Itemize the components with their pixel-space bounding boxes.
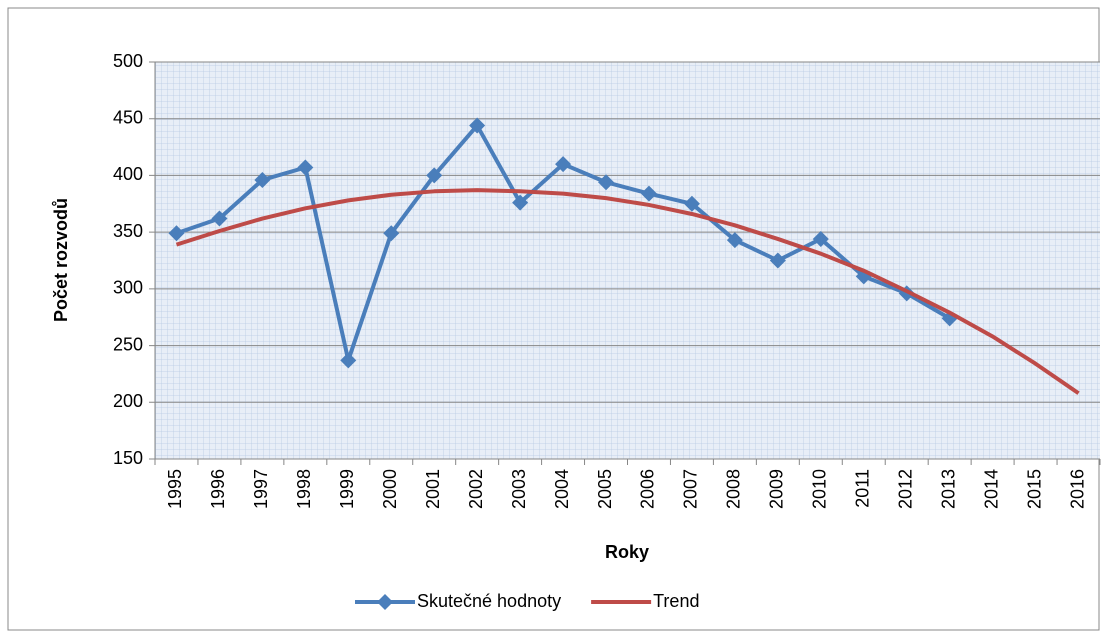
data-point [769, 252, 786, 269]
y-tick-label: 450 [113, 107, 143, 127]
data-point [340, 352, 357, 369]
x-axis-label: Roky [605, 542, 649, 562]
data-point [512, 194, 529, 211]
y-axis-label: Počet rozvodů [51, 198, 71, 322]
y-tick-label: 150 [113, 448, 143, 468]
data-point [598, 174, 615, 191]
x-tick-label: 1999 [337, 469, 357, 509]
x-tick-label: 1996 [208, 469, 228, 509]
x-tick-label: 2003 [509, 469, 529, 509]
y-tick-label: 400 [113, 164, 143, 184]
x-tick-label: 2000 [380, 469, 400, 509]
y-tick-label: 200 [113, 391, 143, 411]
data-point [640, 185, 657, 202]
x-tick-label: 2016 [1067, 469, 1087, 509]
x-tick-label: 2014 [981, 469, 1001, 509]
data-point [297, 159, 314, 176]
x-tick-label: 1998 [294, 469, 314, 509]
data-point [383, 225, 400, 242]
data-point [812, 230, 829, 247]
x-tick-label: 2005 [595, 469, 615, 509]
plot-area [155, 62, 1100, 459]
data-point [469, 117, 486, 134]
legend-label: Skutečné hodnoty [417, 591, 561, 611]
x-tick-label: 2015 [1024, 469, 1044, 509]
x-tick-label: 2013 [938, 469, 958, 509]
x-tick-label: 2007 [681, 469, 701, 509]
y-tick-label: 300 [113, 278, 143, 298]
legend-marker [377, 594, 393, 610]
x-tick-label: 2011 [853, 469, 873, 508]
data-point [254, 171, 271, 188]
x-tick-label: 2004 [552, 469, 572, 509]
x-tick-label: 2001 [423, 469, 443, 509]
x-tick-label: 2009 [767, 469, 787, 509]
data-point [168, 225, 185, 242]
data-point [726, 232, 743, 249]
data-point [426, 167, 443, 184]
series-line [175, 188, 1080, 395]
x-tick-label: 1995 [165, 469, 185, 509]
x-tick-label: 1997 [251, 469, 271, 509]
x-tick-label: 2012 [895, 469, 915, 509]
y-tick-label: 250 [113, 334, 143, 354]
x-tick-label: 2008 [724, 469, 744, 509]
x-tick-label: 2010 [810, 469, 830, 509]
data-point [555, 156, 572, 173]
y-tick-label: 500 [113, 51, 143, 71]
x-tick-label: 2002 [466, 469, 486, 509]
data-point [211, 210, 228, 227]
y-tick-label: 350 [113, 221, 143, 241]
x-tick-label: 2006 [638, 469, 658, 509]
data-point [683, 195, 700, 212]
legend-label: Trend [653, 591, 699, 611]
